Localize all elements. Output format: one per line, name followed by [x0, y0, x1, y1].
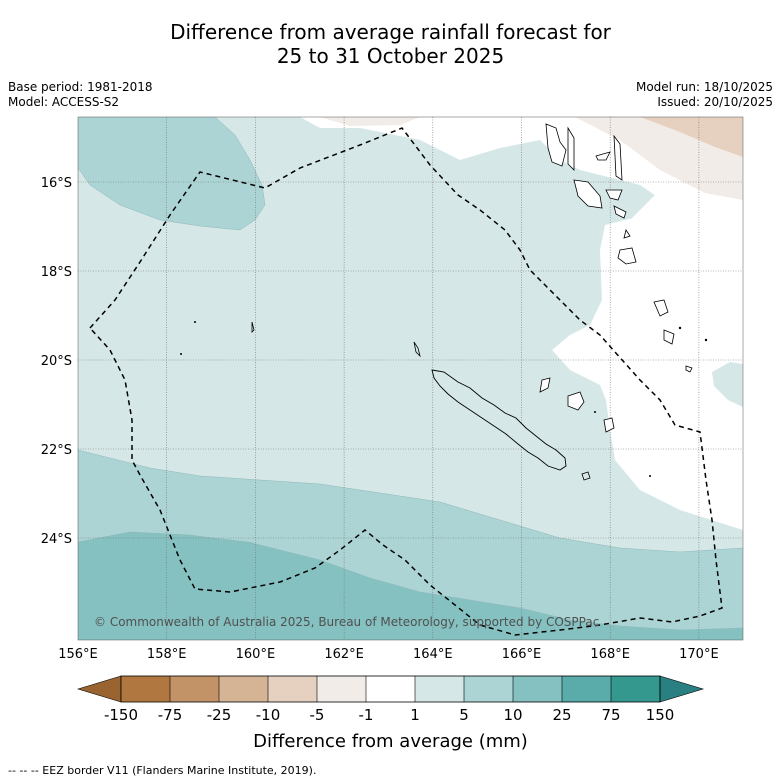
colorbar-segment: [366, 676, 415, 702]
map-frame: [77, 116, 744, 641]
isle-of-pines: [581, 471, 591, 481]
lon-label: 170°E: [679, 647, 719, 662]
lon-label: 158°E: [147, 647, 187, 662]
copyright-notice: © Commonwealth of Australia 2025, Bureau…: [94, 615, 599, 629]
region-near-normal-north: [300, 117, 743, 530]
colorbar-segment: [170, 676, 219, 702]
colorbar-tick-label: 5: [459, 706, 469, 724]
region-small-positive-east: [712, 362, 743, 407]
colorbar-tick-label: -10: [255, 706, 281, 724]
issued-date: Issued: 20/10/2025: [657, 95, 773, 109]
loyalty-ouvea: [539, 377, 551, 393]
region-neg10-to-neg5: [640, 117, 743, 157]
colorbar-tick-label: -25: [206, 706, 232, 724]
colorbar-segment: [513, 676, 562, 702]
colorbar: [76, 675, 705, 703]
lon-label: 162°E: [324, 647, 364, 662]
title-line-2: 25 to 31 October 2025: [276, 44, 505, 68]
colorbar-segment: [317, 676, 366, 702]
colorbar-dividers: [169, 676, 612, 702]
lon-label: 168°E: [590, 647, 630, 662]
lat-label: 22°S: [41, 443, 72, 458]
belep-islands: [413, 341, 421, 358]
lon-label: 156°E: [58, 647, 98, 662]
lon-label: 160°E: [236, 647, 276, 662]
rainfall-field: [78, 117, 743, 640]
colorbar-segment: [268, 676, 317, 702]
colorbar-segment: [464, 676, 513, 702]
vanuatu-islands: [545, 123, 693, 373]
region-5-to-10-northwest: [78, 117, 265, 230]
loyalty-mare: [603, 417, 615, 433]
colorbar-segment: [415, 676, 464, 702]
loyalty-lifou: [567, 391, 585, 411]
colorbar-segment: [219, 676, 268, 702]
map-title: Difference from average rainfall forecas…: [0, 20, 781, 68]
title-line-1: Difference from average rainfall forecas…: [170, 20, 611, 44]
model-run: Model run: 18/10/2025: [635, 80, 773, 94]
lat-label: 20°S: [41, 354, 72, 369]
meta-right: Model run: 18/10/2025 Issued: 20/10/2025: [636, 80, 773, 110]
colorbar-tick-label: 75: [601, 706, 621, 724]
colorbar-tick-label: 10: [503, 706, 523, 724]
colorbar-tick-label: 1: [410, 706, 420, 724]
region-neg5-to-neg1: [320, 117, 743, 200]
chesterfield-islet: [251, 321, 255, 333]
new-caledonia-mainland: [431, 369, 567, 471]
latitude-labels: 16°S 18°S 20°S 22°S 24°S: [41, 176, 72, 547]
colorbar-segment: [121, 676, 170, 702]
colorbar-low-extension: [76, 675, 122, 703]
colorbar-outline: [120, 675, 661, 703]
colorbar-tick-label: -1: [358, 706, 374, 724]
longitude-labels: 156°E 158°E 160°E 162°E 164°E 166°E 168°…: [58, 647, 718, 662]
gridlines: [78, 117, 743, 640]
small-islets: [180, 321, 708, 477]
lon-label: 164°E: [413, 647, 453, 662]
colorbar-tick-label: 150: [645, 706, 675, 724]
lat-label: 18°S: [41, 265, 72, 280]
region-10-to-25-south-west: [78, 532, 330, 640]
colorbar-high-extension: [659, 675, 705, 703]
colorbar-tick-label: 25: [552, 706, 572, 724]
colorbar-tick-label: -75: [157, 706, 183, 724]
meta-left: Base period: 1981-2018 Model: ACCESS-S2: [8, 80, 153, 110]
lat-label: 24°S: [41, 532, 72, 547]
contour-lines: [78, 117, 743, 631]
lon-label: 166°E: [502, 647, 542, 662]
colorbar-tick-label: -5: [309, 706, 325, 724]
eez-footnote: -- -- -- EEZ border V11 (Flanders Marine…: [8, 764, 317, 777]
model-name: Model: ACCESS-S2: [8, 95, 120, 109]
colorbar-segment: [562, 676, 611, 702]
colorbar-tick-label: -150: [103, 706, 139, 724]
colorbar-title: Difference from average (mm): [253, 731, 528, 752]
eez-border: [88, 127, 723, 636]
base-period: Base period: 1981-2018: [8, 80, 153, 94]
colorbar-segment: [611, 676, 660, 702]
lat-label: 16°S: [41, 176, 72, 191]
